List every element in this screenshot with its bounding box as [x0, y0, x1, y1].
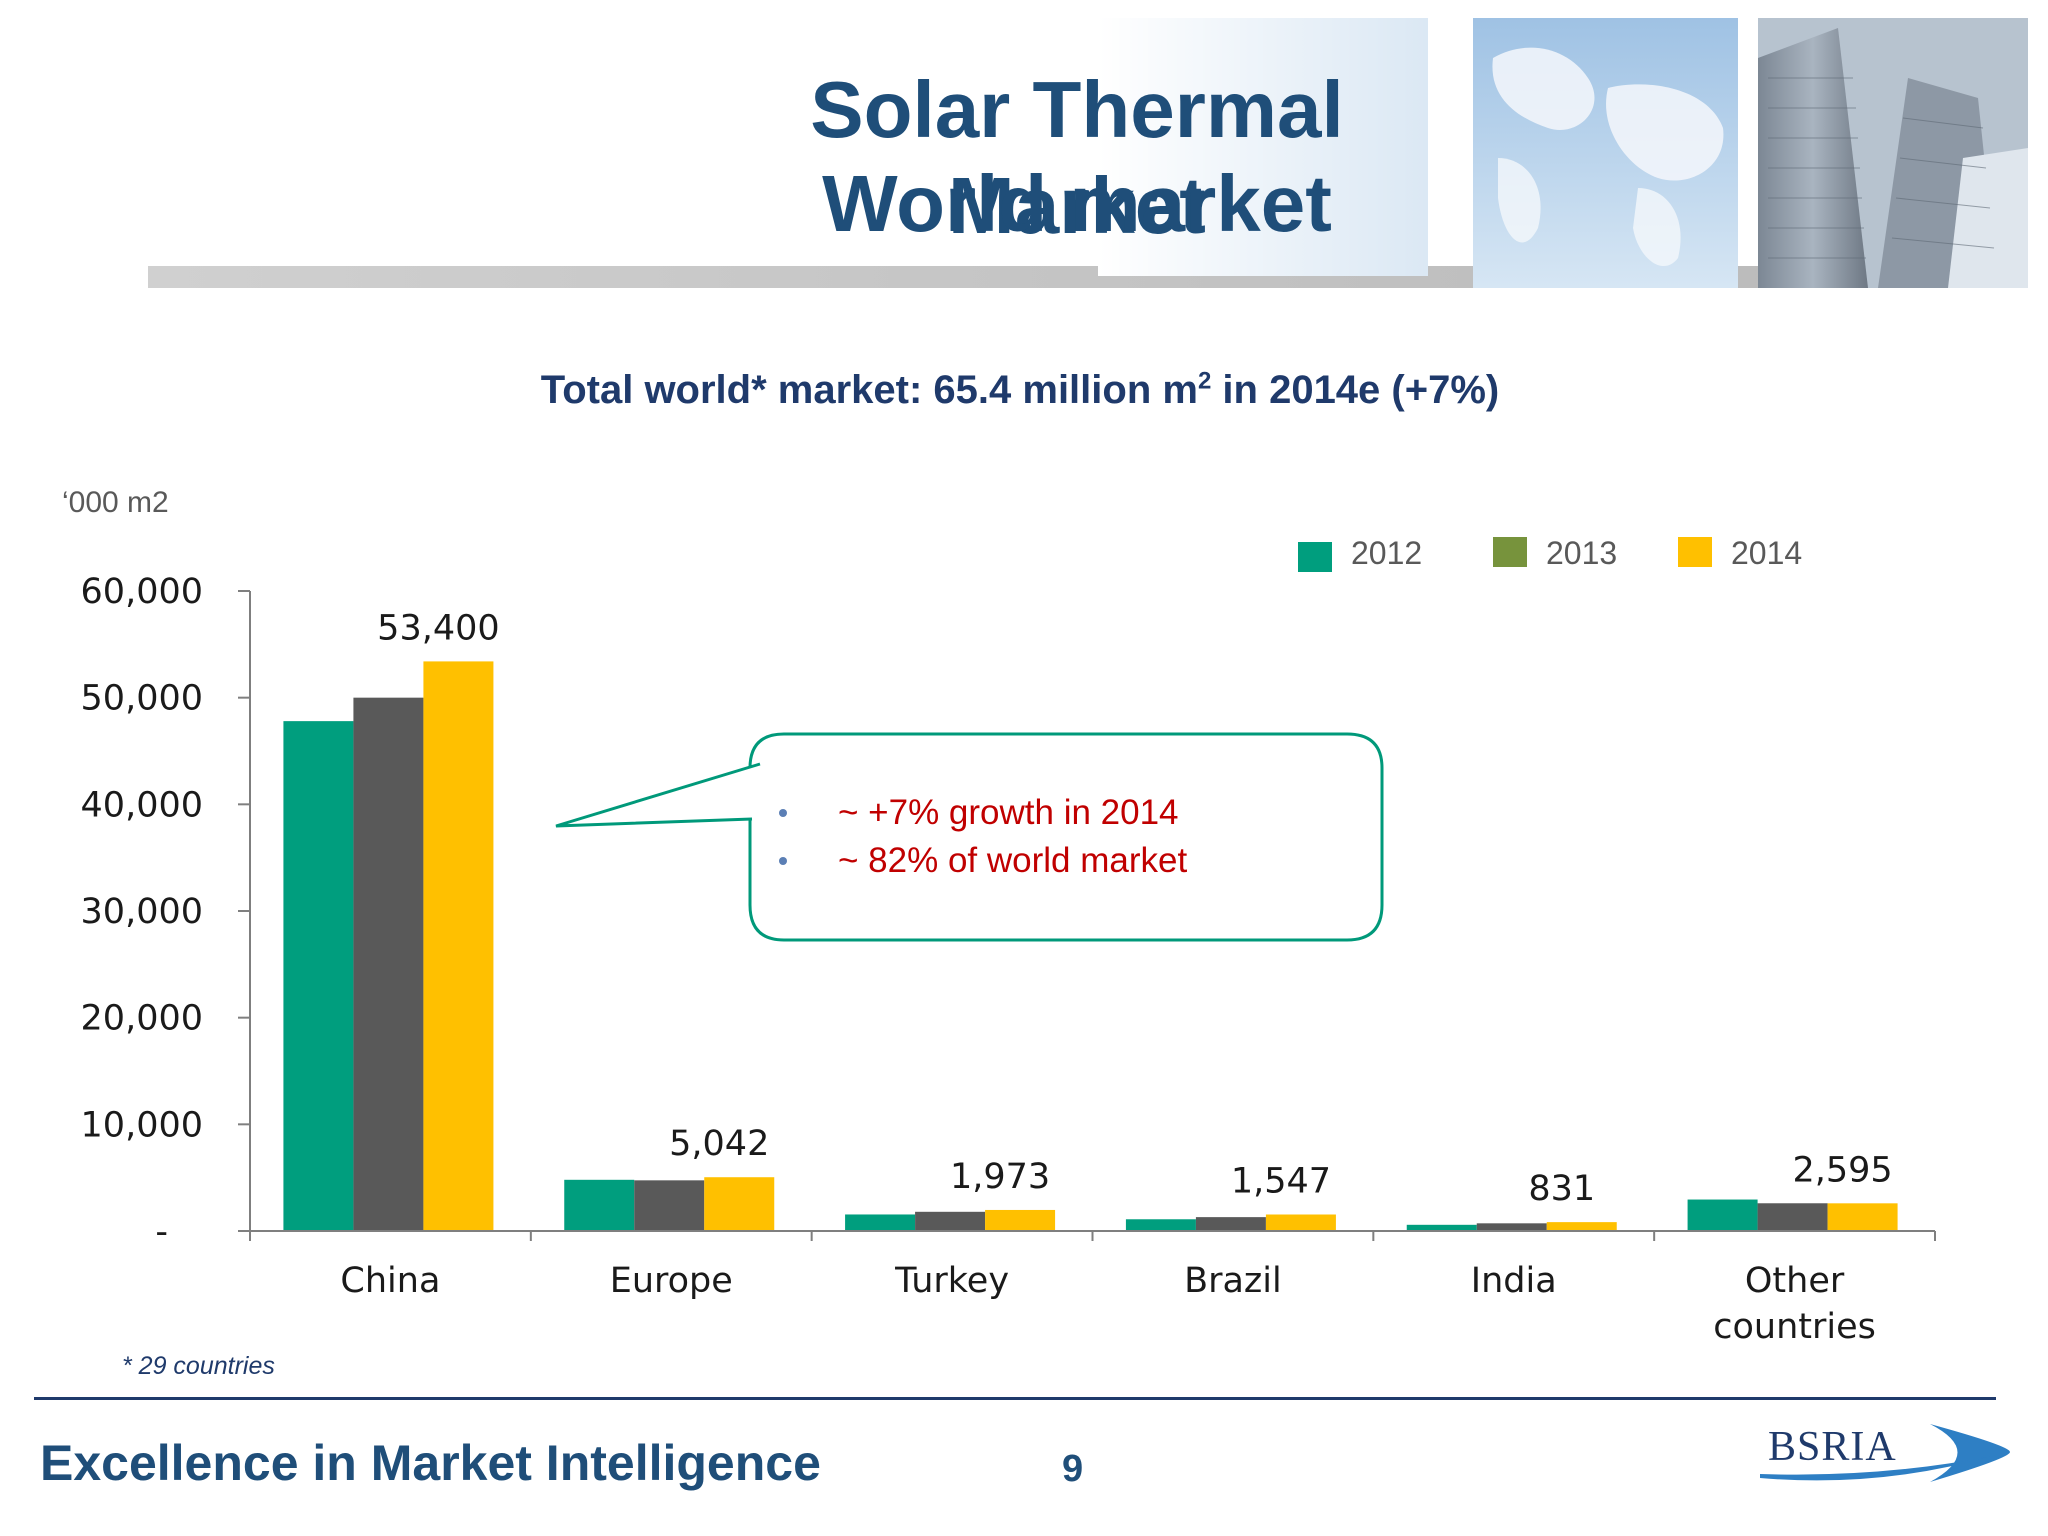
slide-title-line-1: Solar Thermal Market [810, 65, 1344, 250]
callout-shape [748, 732, 1384, 942]
bullet-dot [779, 857, 787, 865]
bars-layer [283, 661, 1898, 1231]
bsria-logo: BSRIA [1760, 1424, 2010, 1482]
y-tick-label: 50,000 [81, 679, 203, 719]
data-label: 1,973 [950, 1157, 1050, 1197]
legend: 2012 2013 2014 [1298, 535, 1802, 572]
legend-swatch-2012 [1298, 542, 1332, 572]
data-label: 2,595 [1792, 1150, 1892, 1190]
callout-bullet-text: ~ +7% growth in 2014 [838, 793, 1179, 832]
callout-box: ~ +7% growth in 2014 ~ 82% of world marke… [555, 732, 1384, 942]
bar-2013-other-countries [1757, 1203, 1828, 1231]
x-tick-label: India [1471, 1261, 1557, 1301]
bar-2013-europe [634, 1180, 705, 1231]
footer-tagline: Excellence in Market Intelligence [40, 1435, 821, 1491]
header-banner-image [148, 18, 2028, 288]
bar-2012-other-countries [1687, 1199, 1758, 1231]
data-label: 831 [1528, 1169, 1595, 1209]
data-label: 53,400 [377, 608, 499, 648]
bar-2014-turkey [985, 1209, 1056, 1231]
x-tick-label: countries [1713, 1307, 1876, 1347]
bar-2014-other-countries [1827, 1203, 1898, 1231]
svg-text:BSRIA: BSRIA [1768, 1424, 1897, 1470]
axes-layer [238, 590, 1936, 1241]
bar-2013-india [1476, 1223, 1547, 1231]
subtitle-superscript: 2 [1197, 367, 1212, 395]
y-tick-label: 20,000 [81, 999, 203, 1039]
footnote: * 29 countries [122, 1352, 275, 1380]
legend-label-2012: 2012 [1351, 535, 1422, 571]
legend-label-2013: 2013 [1546, 535, 1617, 571]
y-axis-unit-label: ‘000 m2 [62, 486, 169, 519]
x-tick-label: Brazil [1184, 1261, 1282, 1301]
bar-2013-china [353, 697, 424, 1231]
data-label: 5,042 [669, 1124, 769, 1164]
x-tick-label: Europe [610, 1261, 733, 1301]
chart-subtitle: Total world* market: 65.4 million m2 in … [250, 368, 1790, 413]
bar-2012-turkey [845, 1214, 916, 1231]
legend-label-2014: 2014 [1731, 535, 1802, 571]
bar-2013-turkey [915, 1211, 986, 1231]
bar-2014-europe [704, 1177, 775, 1231]
page-number: 9 [1062, 1448, 1084, 1490]
bullet-dot [779, 809, 787, 817]
y-tick-label: 40,000 [81, 785, 203, 825]
bar-2013-brazil [1195, 1217, 1266, 1231]
bar-2014-india [1546, 1222, 1617, 1231]
bar-2012-india [1406, 1224, 1477, 1231]
x-tick-label: Turkey [894, 1261, 1009, 1301]
footer-divider [34, 1397, 1996, 1400]
callout-pointer [555, 762, 761, 828]
slide-title-line-2: World market [822, 159, 1332, 248]
callout-bullet-text: ~ 82% of world market [838, 841, 1187, 880]
bar-2012-europe [564, 1179, 635, 1231]
y-tick-label: 30,000 [81, 892, 203, 932]
bar-2012-china [283, 721, 354, 1231]
data-label: 1,547 [1231, 1161, 1331, 1201]
bar-2014-china [423, 661, 494, 1231]
callout-bullets: ~ +7% growth in 2014 ~ 82% of world marke… [779, 793, 1187, 880]
legend-swatch-2013 [1493, 537, 1527, 567]
y-tick-label: 60,000 [81, 572, 203, 612]
subtitle-text: Total world* market: 65.4 million m [540, 368, 1198, 412]
subtitle-text-end: in 2014e (+7%) [1211, 368, 1500, 412]
labels-layer: 53,400 China 5,042 Europe 1,973 Turkey 1,547 Br… [81, 572, 1893, 1347]
y-tick-label: 10,000 [81, 1105, 203, 1145]
bar-2014-brazil [1265, 1214, 1336, 1231]
y-tick-label: - [155, 1212, 168, 1252]
bar-2012-brazil [1125, 1219, 1196, 1231]
x-tick-label: Other [1745, 1261, 1845, 1301]
legend-swatch-2014 [1678, 537, 1712, 567]
x-tick-label: China [340, 1261, 440, 1301]
